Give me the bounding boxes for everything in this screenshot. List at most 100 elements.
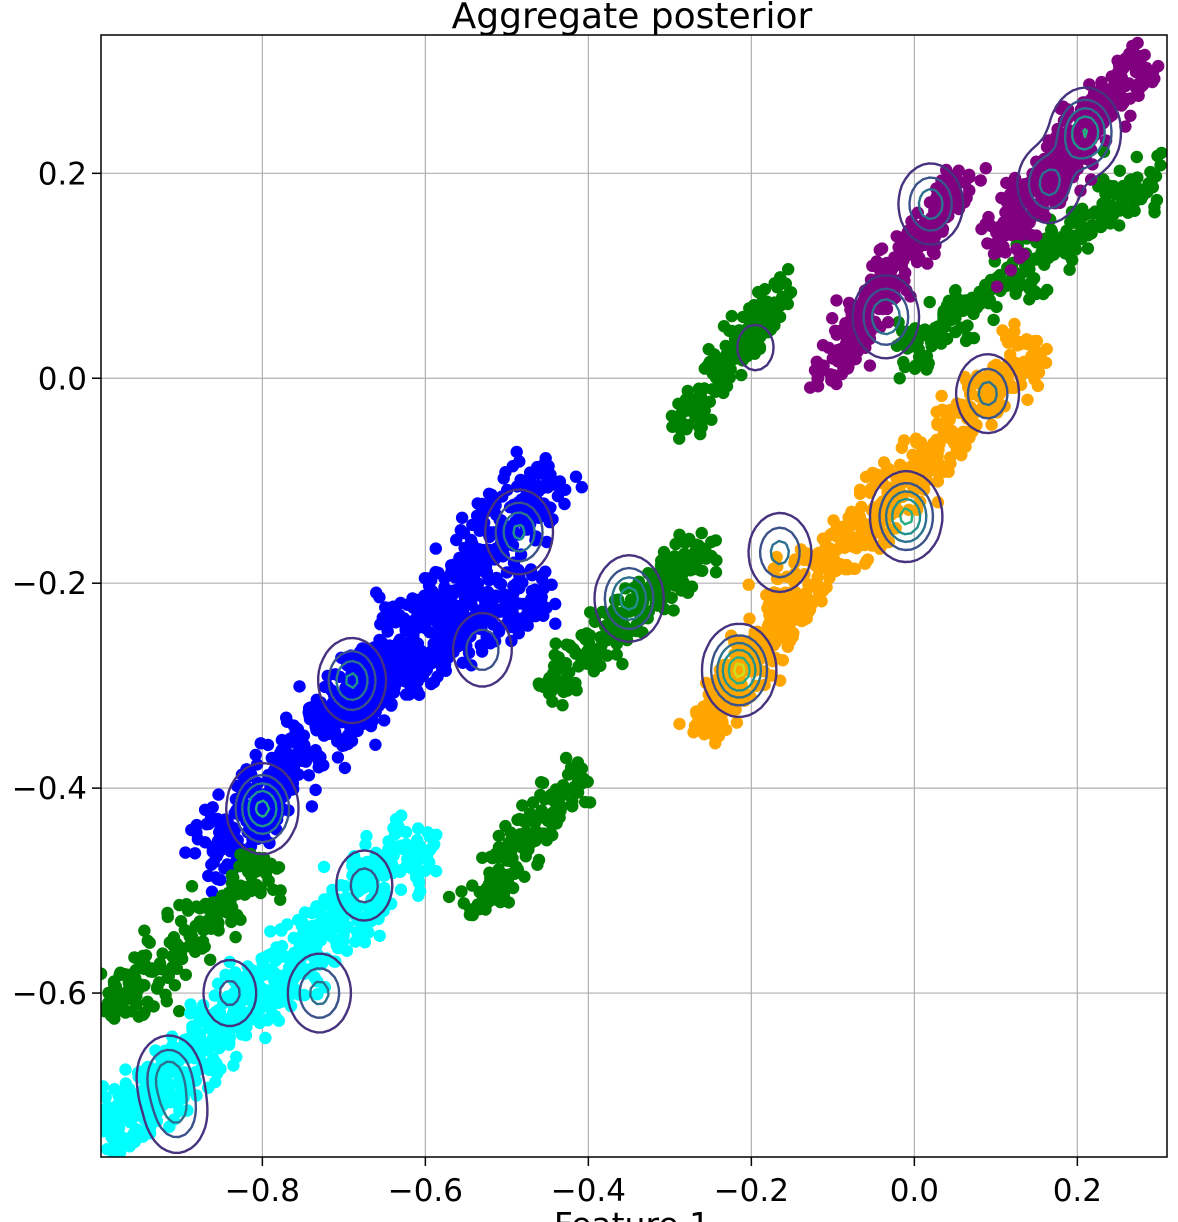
scatter-point [608, 594, 622, 607]
scatter-point [239, 1029, 253, 1042]
scatter-point [668, 579, 681, 592]
scatter-point [931, 418, 944, 432]
scatter-point [1146, 181, 1160, 194]
scatter-point [113, 988, 126, 1001]
scatter-point [217, 1034, 230, 1047]
x-tick-label: −0.4 [551, 1173, 626, 1209]
scatter-point [378, 714, 391, 727]
scatter-point [432, 631, 446, 645]
scatter-point [204, 811, 218, 824]
scatter-point [1113, 219, 1126, 232]
scatter-point [275, 753, 289, 766]
scatter-point [725, 324, 738, 338]
scatter-point [101, 1125, 109, 1138]
scatter-point [115, 1000, 129, 1013]
scatter-point [478, 593, 491, 606]
scatter-point [402, 671, 415, 684]
scatter-point [906, 448, 919, 462]
scatter-point [767, 622, 780, 635]
scatter-point [830, 544, 843, 557]
scatter-point [429, 542, 442, 555]
scatter-point [1148, 200, 1161, 214]
scatter-point [548, 792, 562, 805]
scatter-point [560, 638, 573, 651]
scatter-point [855, 500, 868, 514]
scatter-point [688, 719, 702, 733]
scatter-point [458, 541, 471, 555]
scatter-point [252, 881, 265, 894]
scatter-point [897, 434, 911, 447]
scatter-point [994, 240, 1007, 253]
scatter-point [974, 174, 987, 187]
scatter-point [479, 560, 493, 573]
scatter-point [1130, 150, 1144, 164]
scatter-point [514, 473, 527, 487]
scatter-point [288, 946, 301, 959]
scatter-point [318, 893, 331, 906]
scatter-point [841, 563, 854, 576]
scatter-point [1115, 195, 1129, 208]
scatter-point [181, 904, 195, 917]
scatter-point [458, 595, 472, 608]
scatter-point [186, 931, 199, 944]
scatter-point [168, 938, 181, 951]
scatter-point [329, 934, 343, 948]
scatter-point [210, 850, 223, 863]
scatter-point [141, 995, 154, 1008]
scatter-point [438, 572, 451, 585]
scatter-point [961, 331, 974, 344]
scatter-point [830, 530, 843, 543]
scatter-point [830, 294, 843, 307]
scatter-point [839, 360, 852, 374]
scatter-point [492, 878, 505, 891]
scatter-point [197, 924, 210, 937]
scatter-point [207, 1031, 220, 1044]
scatter-point [399, 825, 413, 839]
scatter-point [743, 302, 756, 315]
scatter-point [754, 287, 767, 300]
scatter-point [118, 1132, 131, 1145]
scatter-point [332, 910, 345, 924]
scatter-point [861, 553, 874, 566]
scatter-point [781, 297, 794, 311]
scatter-point [948, 427, 961, 441]
scatter-point [560, 671, 573, 685]
scatter-point [413, 844, 427, 857]
scatter-point [920, 363, 933, 376]
scatter-point [695, 526, 708, 540]
scatter-point [1057, 229, 1070, 243]
scatter-point [369, 738, 382, 751]
scatter-point [233, 1004, 246, 1017]
scatter-point [534, 482, 548, 495]
scatter-point [1012, 335, 1025, 348]
scatter-point [719, 377, 732, 390]
scatter-point [904, 241, 917, 254]
scatter-point [382, 601, 395, 615]
scatter-point [223, 955, 236, 969]
scatter-point [412, 889, 425, 902]
scatter-point [549, 637, 562, 650]
scatter-point [281, 918, 294, 931]
scatter-point [185, 880, 199, 893]
scatter-point [101, 996, 115, 1010]
scatter-point [698, 728, 711, 741]
scatter-point [893, 372, 906, 385]
scatter-point [705, 535, 718, 549]
scatter-point [211, 977, 225, 990]
scatter-point [847, 341, 861, 355]
scatter-point [1045, 225, 1059, 238]
scatter-point [239, 993, 252, 1006]
scatter-point [399, 620, 412, 634]
scatter-point [489, 499, 502, 512]
scatter-point [782, 263, 795, 276]
scatter-point [705, 413, 718, 426]
scatter-point [262, 1012, 275, 1025]
scatter-point [925, 443, 938, 457]
scatter-point [1148, 72, 1161, 86]
scatter-point [991, 280, 1004, 293]
scatter-point [337, 924, 350, 937]
scatter-point [673, 717, 686, 731]
scatter-point [465, 903, 478, 917]
scatter-point [139, 949, 153, 962]
